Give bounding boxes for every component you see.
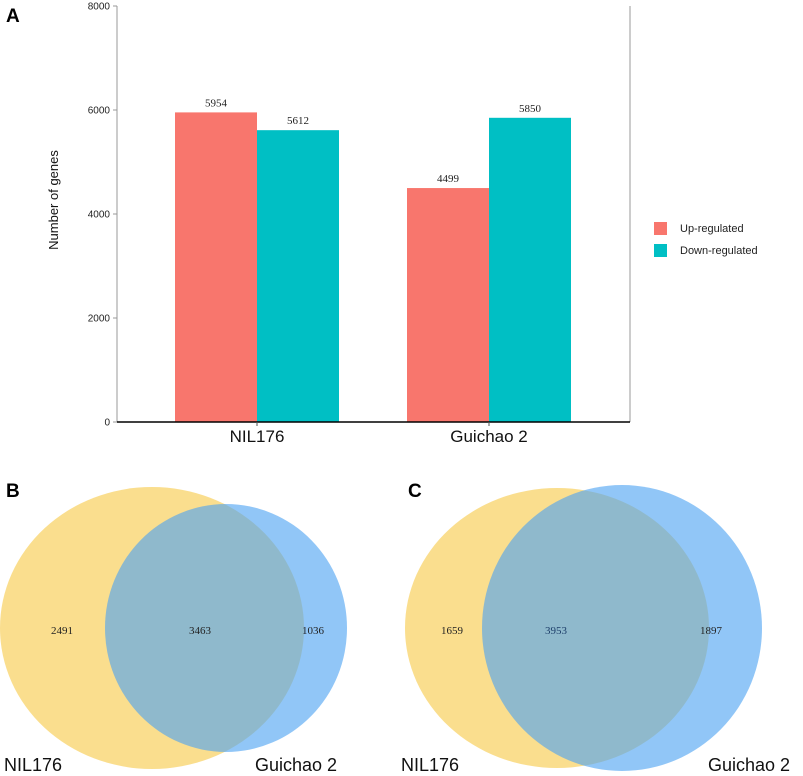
venn-b-intersection: 3463 xyxy=(189,625,212,637)
bar-value-label: 5954 xyxy=(205,97,228,109)
legend-swatch-down-regulated xyxy=(654,244,667,257)
bar-value-label: 4499 xyxy=(437,173,460,185)
y-axis-ticks: 0 2000 4000 6000 8000 xyxy=(88,2,117,429)
legend: Up-regulated Down-regulated xyxy=(654,222,758,257)
legend-label: Up-regulated xyxy=(680,223,744,235)
venn-b-only-guichao: 1036 xyxy=(302,625,325,637)
legend-label: Down-regulated xyxy=(680,245,758,257)
y-tick-label: 0 xyxy=(104,418,110,429)
category-labels: NIL176 Guichao 2 xyxy=(230,422,528,446)
venn-b: 2491 3463 1036 NIL176 Guichao 2 xyxy=(0,487,347,775)
venn-c: 1659 3953 1897 NIL176 Guichao 2 xyxy=(401,485,790,775)
y-tick-label: 4000 xyxy=(88,210,111,221)
bar-chart: 0 2000 4000 6000 8000 5954 5612 4499 5850 NIL17… xyxy=(46,2,758,447)
bar-value-label: 5850 xyxy=(519,103,542,115)
venn-c-intersection: 3953 xyxy=(545,625,568,637)
panel-label-a: A xyxy=(6,6,20,27)
bar-guichao-2-down-regulated xyxy=(489,117,571,423)
bar-nil176-up-regulated xyxy=(175,112,257,422)
venn-c-only-nil176: 1659 xyxy=(441,625,464,637)
venn-c-only-guichao: 1897 xyxy=(700,625,723,637)
venn-b-circle-guichao xyxy=(105,504,347,752)
bar-value-label: 5612 xyxy=(287,115,309,127)
x-tick-label: Guichao 2 xyxy=(450,427,528,446)
bar-nil176-down-regulated xyxy=(257,130,339,422)
bars: 5954 5612 4499 5850 xyxy=(175,97,571,423)
venn-b-set-label-nil176: NIL176 xyxy=(4,755,62,775)
legend-swatch-up-regulated xyxy=(654,222,667,235)
venn-c-set-label-guichao: Guichao 2 xyxy=(708,755,790,775)
y-tick-label: 2000 xyxy=(88,314,111,325)
venn-b-only-nil176: 2491 xyxy=(51,625,73,637)
panel-label-b: B xyxy=(6,481,20,502)
venn-b-set-label-guichao: Guichao 2 xyxy=(255,755,337,775)
y-tick-label: 6000 xyxy=(88,106,111,117)
venn-c-circle-guichao xyxy=(482,485,762,771)
panel-label-c: C xyxy=(408,481,422,502)
y-tick-label: 8000 xyxy=(88,2,111,13)
y-axis-label: Number of genes xyxy=(46,150,61,250)
x-tick-label: NIL176 xyxy=(230,427,285,446)
bar-guichao-2-up-regulated xyxy=(407,188,489,422)
venn-c-set-label-nil176: NIL176 xyxy=(401,755,459,775)
